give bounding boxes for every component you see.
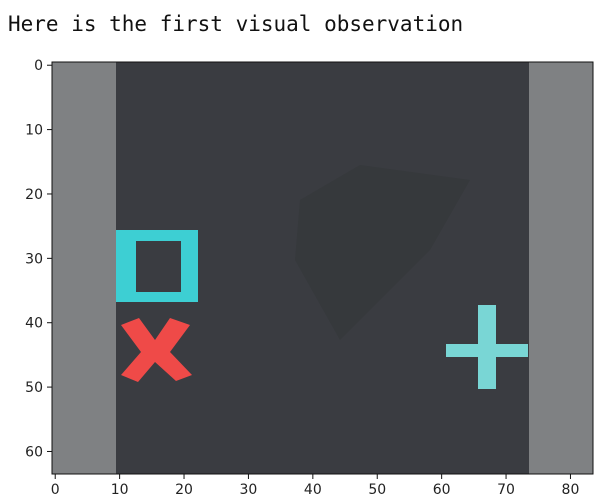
observation-caption: Here is the first visual observation [8, 12, 464, 36]
x-axis: 0 10 20 30 40 50 60 70 80 [51, 474, 580, 498]
left-wall [52, 62, 116, 474]
x-tick-label: 60 [433, 482, 451, 498]
image-area [52, 62, 593, 474]
y-tick-label: 40 [25, 316, 43, 332]
x-tick-label: 0 [51, 482, 60, 498]
x-tick-label: 80 [562, 482, 580, 498]
y-tick-label: 0 [34, 58, 43, 74]
x-tick-label: 30 [240, 482, 258, 498]
y-tick-label: 30 [25, 251, 43, 267]
y-tick-label: 20 [25, 187, 43, 203]
y-tick-label: 50 [25, 380, 43, 396]
floor-shadow [295, 165, 470, 340]
right-wall [529, 62, 593, 474]
x-tick-label: 50 [368, 482, 386, 498]
x-tick-label: 40 [304, 482, 322, 498]
y-tick-label: 60 [25, 444, 43, 460]
x-tick-label: 10 [111, 482, 129, 498]
cyan-square [116, 230, 198, 302]
x-tick-label: 70 [497, 482, 515, 498]
x-tick-label: 20 [175, 482, 193, 498]
y-tick-label: 10 [25, 123, 43, 139]
plot-frame [51, 61, 594, 475]
cyan-plus [446, 305, 528, 389]
red-x [121, 318, 192, 382]
y-axis: 0 10 20 30 40 50 60 [25, 58, 52, 460]
